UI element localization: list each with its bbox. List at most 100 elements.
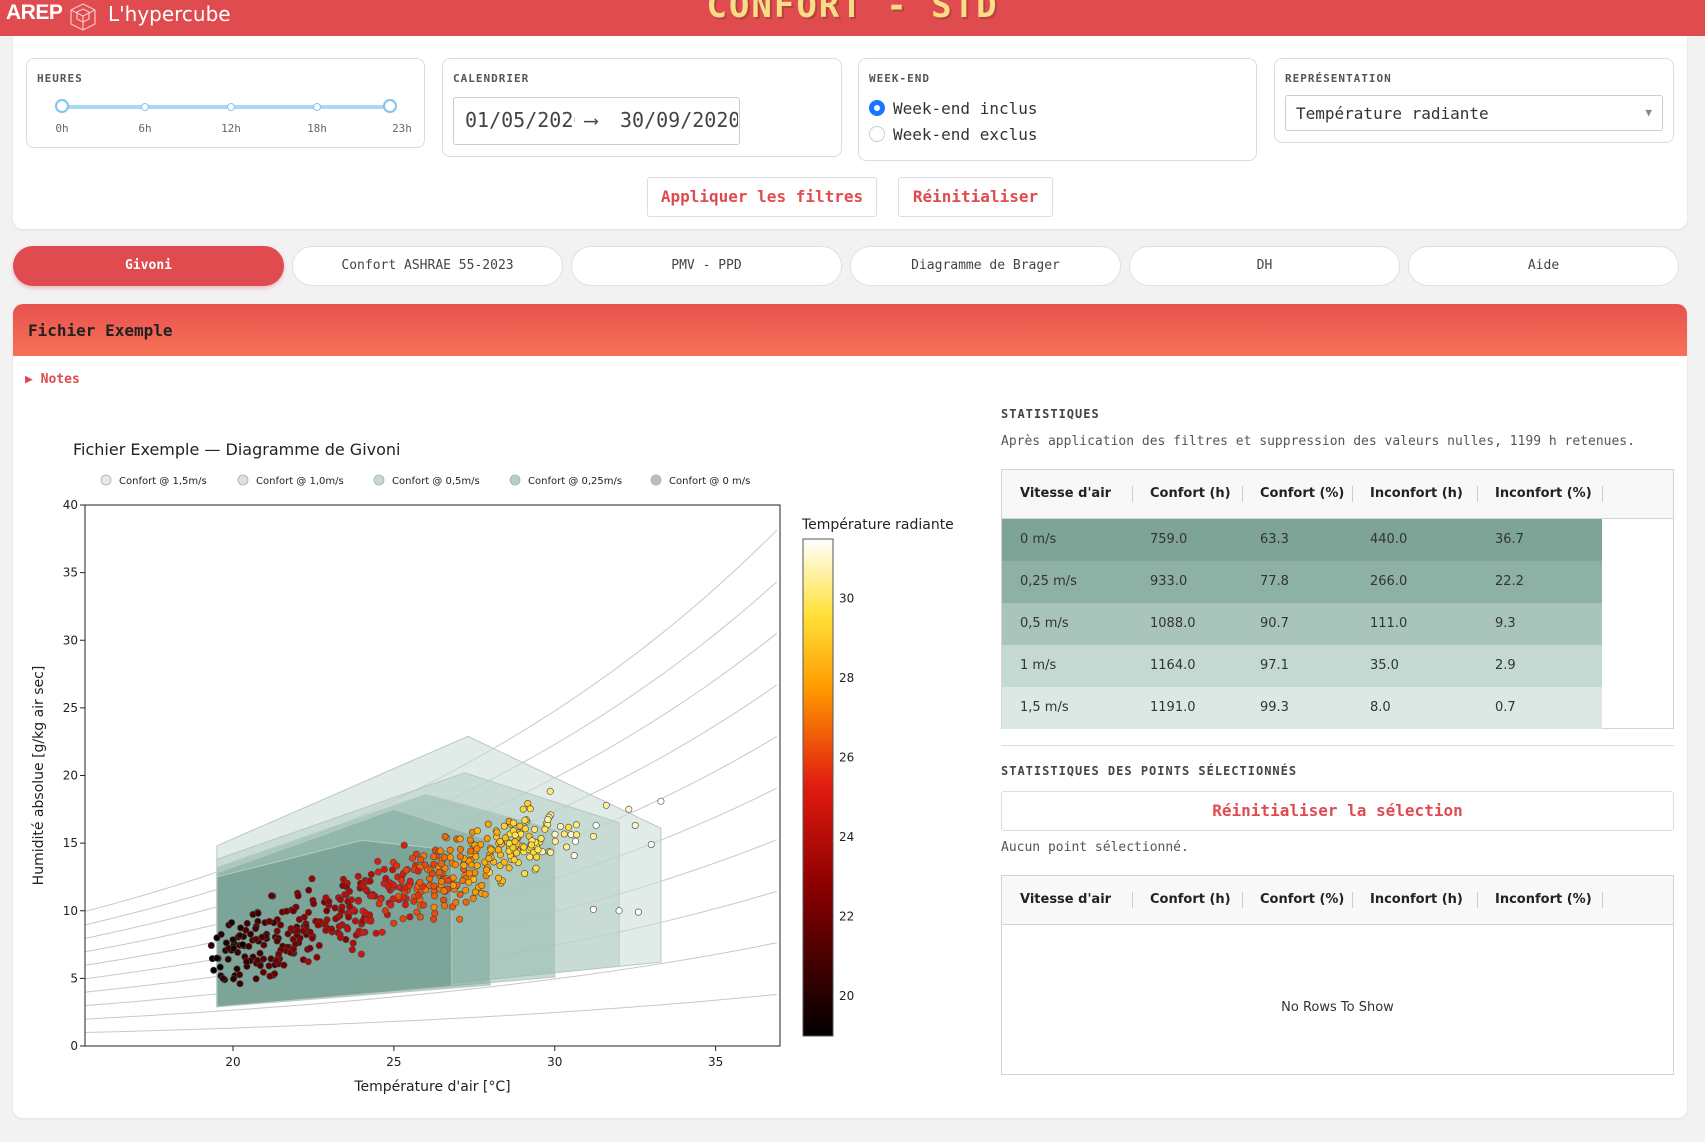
data-point [339, 882, 347, 890]
data-point [289, 945, 297, 953]
data-point [485, 854, 493, 862]
apply-filters-button[interactable]: Appliquer les filtres [647, 177, 877, 217]
column-header[interactable]: Inconfort (h) [1370, 892, 1463, 907]
data-point [533, 853, 541, 861]
table-cell: 0,25 m/s [1020, 574, 1077, 589]
data-point [260, 941, 268, 949]
end-date-input[interactable]: 30/09/2020 [620, 108, 738, 132]
tab-givoni[interactable]: Givoni [13, 246, 284, 286]
tab-pmv-ppd[interactable]: PMV - PPD [571, 246, 842, 286]
data-point [451, 861, 459, 869]
data-point [308, 875, 316, 883]
table-row[interactable]: 0,5 m/s 1088.0 90.7 111.0 9.3 [1002, 603, 1602, 645]
data-point [592, 821, 600, 829]
givoni-chart[interactable]: 20 25 30 35 0 5 10 15 20 25 30 35 40 Fichier Exemple … [13, 304, 973, 1118]
column-header[interactable]: Confort (h) [1150, 486, 1231, 501]
data-point [496, 838, 504, 846]
data-point [517, 830, 525, 838]
data-point [527, 841, 535, 849]
data-point [565, 823, 573, 831]
reset-filters-button[interactable]: Réinitialiser [898, 177, 1053, 217]
data-point [441, 832, 449, 840]
weekend-excluded-radio[interactable]: Week-end exclus [869, 125, 1038, 144]
data-point [556, 822, 564, 830]
column-header[interactable]: Inconfort (%) [1495, 892, 1592, 907]
data-point [230, 975, 238, 983]
column-header[interactable]: Vitesse d'air [1020, 892, 1112, 907]
weekend-included-radio[interactable]: Week-end inclus [869, 99, 1038, 118]
data-point [368, 892, 376, 900]
data-point [510, 856, 518, 864]
data-point [625, 805, 633, 813]
column-header[interactable]: Confort (%) [1260, 486, 1345, 501]
data-point [473, 845, 481, 853]
column-header[interactable]: Confort (h) [1150, 892, 1231, 907]
data-point [521, 870, 529, 878]
column-separator [1242, 486, 1243, 502]
representation-select[interactable]: Température radiante ▼ [1285, 95, 1663, 131]
data-point [354, 897, 362, 905]
column-header[interactable]: Inconfort (%) [1495, 486, 1592, 501]
table-cell: 90.7 [1260, 616, 1289, 631]
data-point [237, 924, 245, 932]
tab-dh[interactable]: DH [1129, 246, 1400, 286]
data-point [501, 834, 509, 842]
table-row[interactable]: 1,5 m/s 1191.0 99.3 8.0 0.7 [1002, 687, 1602, 729]
table-row[interactable]: 0 m/s 759.0 63.3 440.0 36.7 [1002, 519, 1602, 561]
y-tick-label: 0 [70, 1039, 78, 1053]
tab-ashrae[interactable]: Confort ASHRAE 55-2023 [292, 246, 563, 286]
date-range-picker[interactable]: 01/05/2020 ⟶ 30/09/2020 [453, 97, 740, 145]
data-point [400, 841, 408, 849]
table-row[interactable]: 0,25 m/s 933.0 77.8 266.0 22.2 [1002, 561, 1602, 603]
start-date-input[interactable]: 01/05/2020 [465, 108, 575, 132]
brand-name: L'hypercube [108, 2, 231, 26]
hours-slider-mark [313, 103, 321, 111]
data-point [277, 921, 285, 929]
tab-brager[interactable]: Diagramme de Brager [850, 246, 1121, 286]
table-cell: 22.2 [1495, 574, 1524, 589]
hours-slider-track[interactable] [62, 105, 390, 109]
weekend-label: WEEK-END [869, 72, 930, 85]
data-point [505, 864, 513, 872]
column-separator [1242, 892, 1243, 908]
data-point [402, 866, 410, 874]
data-point [258, 933, 266, 941]
column-header[interactable]: Inconfort (h) [1370, 486, 1463, 501]
radio-unchecked-icon[interactable] [869, 126, 885, 142]
data-point [473, 827, 481, 835]
data-point [406, 877, 414, 885]
data-point [532, 864, 540, 872]
notes-toggle[interactable]: ▶ Notes [25, 372, 80, 387]
hours-slider-start-handle[interactable] [55, 99, 69, 113]
chevron-down-icon[interactable]: ▼ [1645, 106, 1652, 119]
data-point [560, 830, 568, 838]
data-point [511, 838, 519, 846]
hours-filter: HEURES 0h 6h 12h 18h 23h [26, 58, 425, 148]
table-cell: 266.0 [1370, 574, 1408, 589]
table-row[interactable]: 1 m/s 1164.0 97.1 35.0 2.9 [1002, 645, 1602, 687]
data-point [359, 881, 367, 889]
weekend-filter: WEEK-END Week-end inclus Week-end exclus [858, 58, 1257, 161]
radio-checked-icon[interactable] [869, 100, 885, 116]
column-header[interactable]: Vitesse d'air [1020, 486, 1112, 501]
legend-label: Confort @ 0,25m/s [528, 476, 622, 487]
legend-marker [100, 474, 112, 486]
data-point [456, 890, 464, 898]
selected-table-header: Vitesse d'air Confort (h) Confort (%) In… [1002, 876, 1673, 925]
column-header[interactable]: Confort (%) [1260, 892, 1345, 907]
hours-slider-end-handle[interactable] [383, 99, 397, 113]
data-point [321, 920, 329, 928]
selected-stats-table: Vitesse d'air Confort (h) Confort (%) In… [1001, 875, 1674, 1075]
reset-selection-button[interactable]: Réinitialiser la sélection [1001, 791, 1674, 831]
data-point [293, 927, 301, 935]
table-cell: 97.1 [1260, 658, 1289, 673]
data-point [284, 930, 292, 938]
data-point [300, 913, 308, 921]
data-point [348, 946, 356, 954]
tab-aide[interactable]: Aide [1408, 246, 1679, 286]
plot-area [85, 529, 778, 1033]
data-point [393, 862, 401, 870]
data-point [341, 891, 349, 899]
data-point [245, 942, 253, 950]
table-cell: 759.0 [1150, 532, 1188, 547]
